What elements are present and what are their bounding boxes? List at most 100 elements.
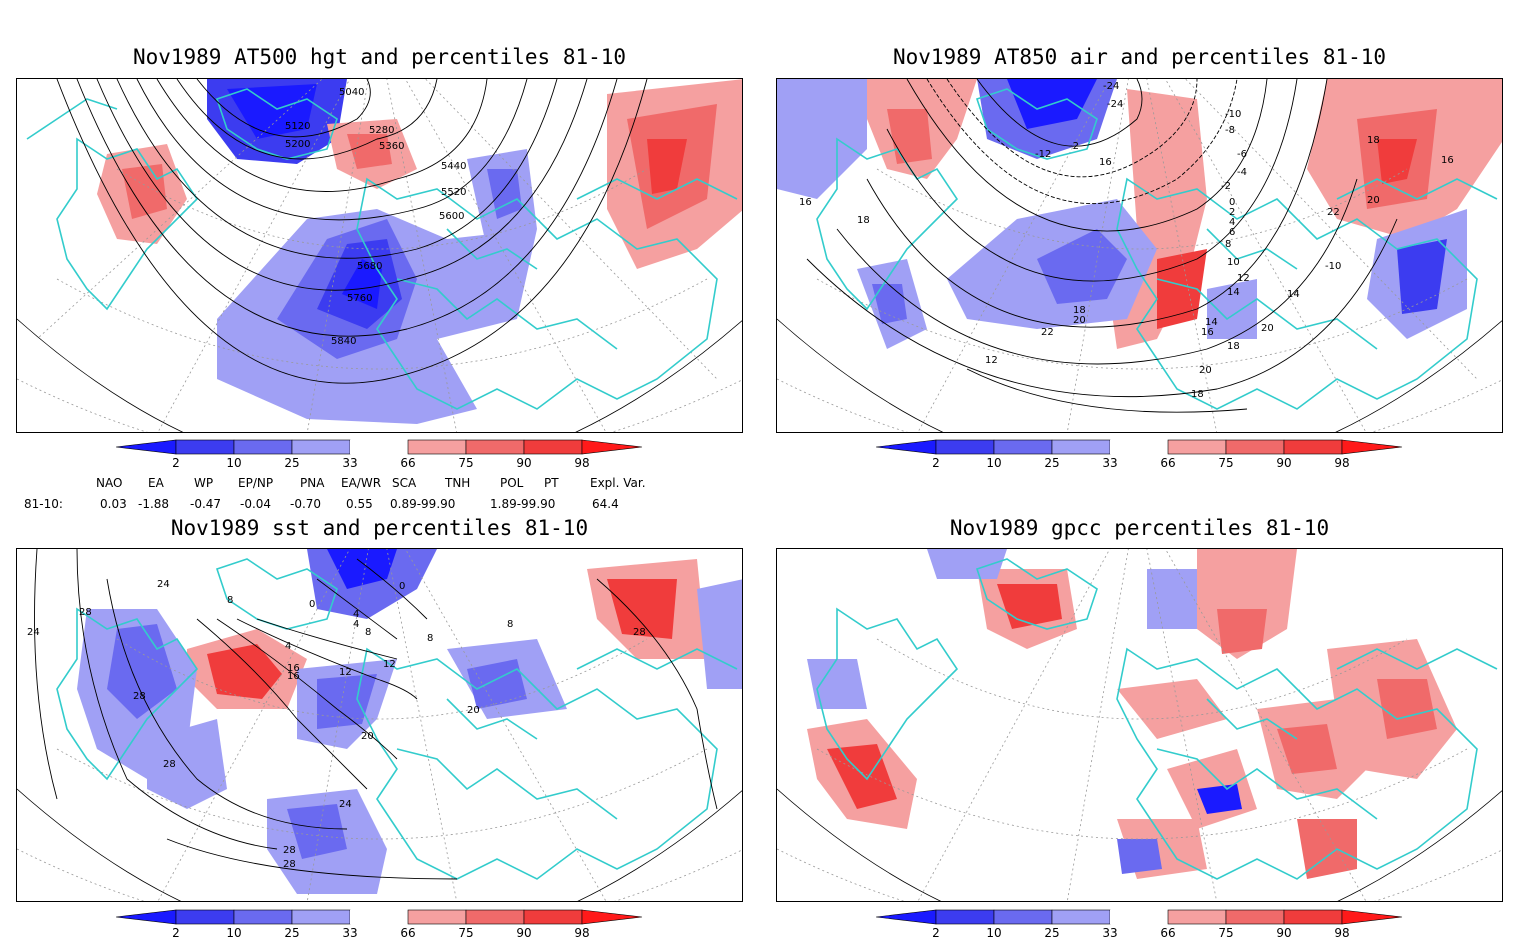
colorbar-bottom-left: 2 10 25 33 66 75 90 98 xyxy=(116,909,643,940)
svg-text:4: 4 xyxy=(1229,217,1235,228)
percentile-shading xyxy=(807,549,1457,879)
svg-text:24: 24 xyxy=(27,627,40,638)
hemisphere-boundary xyxy=(17,788,742,901)
colorbar-segment xyxy=(1051,909,1111,925)
colorbar-tick-label: 2 xyxy=(172,926,180,940)
index-header-sca: SCA xyxy=(392,476,417,490)
map-hgt500: 5040 5120 5200 5280 5360 5440 5520 5600 … xyxy=(16,78,743,433)
colorbar-top-left: 2 10 25 33 66 75 90 98 xyxy=(116,439,643,470)
colorbar-segment xyxy=(233,439,293,455)
svg-text:8: 8 xyxy=(227,595,233,606)
svg-text:-4: -4 xyxy=(1237,167,1247,178)
svg-text:18: 18 xyxy=(1073,305,1086,316)
svg-text:4: 4 xyxy=(285,641,291,652)
colorbar-tick-label: 10 xyxy=(226,456,241,470)
colorbar-tick-label: 2 xyxy=(932,456,940,470)
graticule xyxy=(777,79,1502,432)
svg-text:20: 20 xyxy=(361,731,374,742)
title-sst: Nov1989 sst and percentiles 81-10 xyxy=(170,516,589,540)
colorbar-segment xyxy=(465,439,525,455)
svg-text:20: 20 xyxy=(1073,315,1086,326)
colorbar-tick-label: 10 xyxy=(226,926,241,940)
svg-text:5760: 5760 xyxy=(347,293,372,304)
colorbar-segment xyxy=(407,439,467,455)
svg-text:2: 2 xyxy=(1229,207,1235,218)
colorbar-segment xyxy=(1225,909,1285,925)
svg-text:14: 14 xyxy=(1205,317,1218,328)
svg-text:12: 12 xyxy=(985,355,998,366)
coastlines xyxy=(56,558,738,880)
colorbar-segment xyxy=(1225,439,1285,455)
colorbar-segment xyxy=(350,910,408,924)
colorbar-tick-label: 90 xyxy=(516,456,531,470)
contour-labels: 24 28 24 8 0 4 4 8 12 16 20 28 28 24 28 … xyxy=(27,579,646,870)
index-header-pt: PT xyxy=(544,476,559,490)
svg-text:-2: -2 xyxy=(1069,141,1079,152)
colorbar-tick-label: 90 xyxy=(1276,456,1291,470)
colorbar-segment xyxy=(1110,910,1168,924)
svg-text:-10: -10 xyxy=(1325,261,1341,272)
svg-text:24: 24 xyxy=(339,799,352,810)
sst-contours xyxy=(34,549,718,880)
index-header-epnp: EP/NP xyxy=(238,476,274,490)
index-header-wp: WP xyxy=(194,476,214,490)
title-hgt500: Nov1989 AT500 hgt and percentiles 81-10 xyxy=(132,45,627,69)
svg-text:28: 28 xyxy=(79,607,92,618)
svg-text:16: 16 xyxy=(287,663,300,674)
temperature-contours xyxy=(806,79,1398,413)
svg-text:-24: -24 xyxy=(1103,81,1119,92)
colorbar-segment xyxy=(175,909,235,925)
svg-text:22: 22 xyxy=(1327,207,1340,218)
colorbar-segment xyxy=(465,909,525,925)
colorbar-arrow-low xyxy=(116,909,177,925)
svg-text:5200: 5200 xyxy=(285,139,310,150)
svg-text:5520: 5520 xyxy=(441,187,466,198)
colorbar-bottom-right: 2 10 25 33 66 75 90 98 xyxy=(876,909,1403,940)
svg-text:16: 16 xyxy=(287,671,300,682)
svg-text:5680: 5680 xyxy=(357,261,382,272)
index-value-ea: -1.88 xyxy=(138,497,170,511)
index-value-expl-var: 64.4 xyxy=(592,497,619,511)
hemisphere-boundary xyxy=(777,788,1502,901)
svg-text:8: 8 xyxy=(1225,239,1231,250)
colorbar-segment xyxy=(407,909,467,925)
colorbar-top-right: 2 10 25 33 66 75 90 98 xyxy=(876,439,1403,470)
index-value-pol-pt: 1.89-99.90 xyxy=(490,497,556,511)
colorbar-segment xyxy=(291,909,351,925)
contour-labels: 5040 5120 5200 5280 5360 5440 5520 5600 … xyxy=(285,87,466,347)
svg-text:20: 20 xyxy=(1261,323,1274,334)
svg-text:5280: 5280 xyxy=(369,125,394,136)
colorbar-tick-label: 2 xyxy=(932,926,940,940)
svg-text:-8: -8 xyxy=(1225,125,1235,136)
colorbar-segment xyxy=(993,909,1053,925)
colorbar-tick-label: 33 xyxy=(1102,926,1117,940)
colorbar-tick-label: 66 xyxy=(400,926,415,940)
graticule xyxy=(17,79,742,432)
svg-text:0: 0 xyxy=(309,599,315,610)
colorbar-tick-label: 25 xyxy=(1044,456,1059,470)
svg-text:-12: -12 xyxy=(1035,149,1051,160)
colorbar-tick-label: 10 xyxy=(986,926,1001,940)
index-header-expl-var: Expl. Var. xyxy=(590,476,646,490)
index-header-row: NAO EA WP EP/NP PNA EA/WR SCA TNH POL PT… xyxy=(0,476,760,492)
colorbar-arrow-low xyxy=(876,439,937,455)
colorbar-tick-label: 90 xyxy=(516,926,531,940)
title-air850: Nov1989 AT850 air and percentiles 81-10 xyxy=(892,45,1387,69)
percentile-shading xyxy=(77,549,742,894)
svg-text:-10: -10 xyxy=(1225,109,1241,120)
index-value-row: 81-10: 0.03 -1.88 -0.47 -0.04 -0.70 0.55… xyxy=(0,497,760,513)
colorbar-segment xyxy=(993,439,1053,455)
svg-text:18: 18 xyxy=(857,215,870,226)
colorbar-tick-label: 90 xyxy=(1276,926,1291,940)
svg-text:8: 8 xyxy=(365,627,371,638)
svg-text:12: 12 xyxy=(339,667,352,678)
colorbar-tick-label: 98 xyxy=(574,456,589,470)
svg-text:5440: 5440 xyxy=(441,161,466,172)
colorbar-segment xyxy=(175,439,235,455)
index-header-ea: EA xyxy=(148,476,164,490)
svg-text:10: 10 xyxy=(1227,257,1240,268)
svg-text:28: 28 xyxy=(163,759,176,770)
svg-text:4: 4 xyxy=(353,619,359,630)
svg-text:20: 20 xyxy=(467,705,480,716)
index-header-eawr: EA/WR xyxy=(341,476,382,490)
